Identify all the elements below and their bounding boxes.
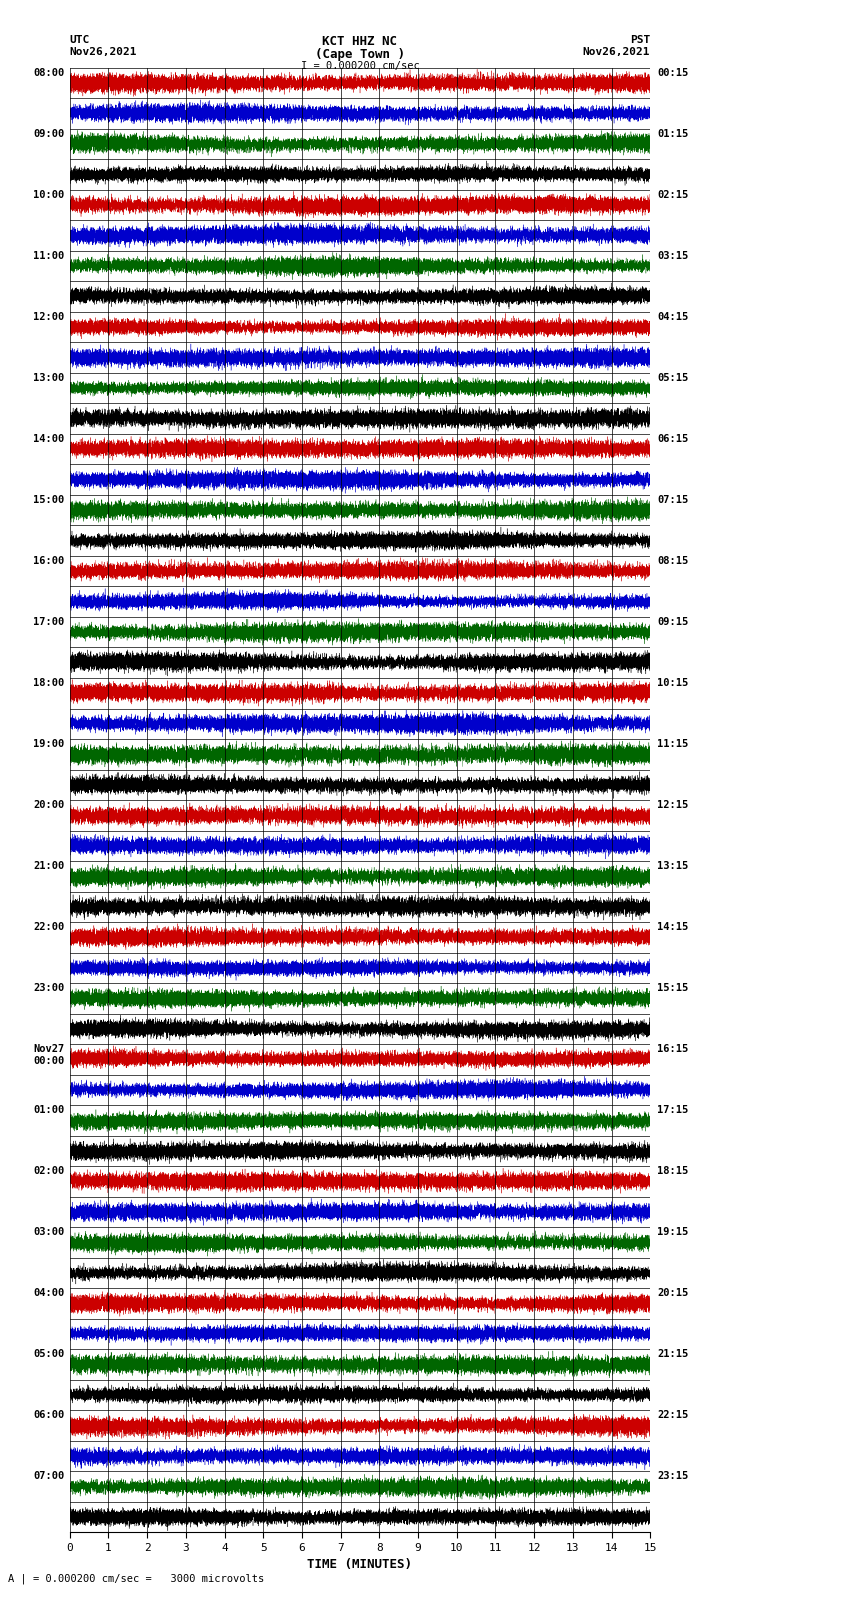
- Text: UTC: UTC: [70, 35, 90, 45]
- Text: 11:00: 11:00: [33, 252, 65, 261]
- Text: 05:15: 05:15: [657, 373, 689, 382]
- Text: 01:00: 01:00: [33, 1105, 65, 1115]
- Text: 06:00: 06:00: [33, 1410, 65, 1421]
- Text: 17:00: 17:00: [33, 618, 65, 627]
- Text: 15:15: 15:15: [657, 982, 689, 994]
- Text: 04:15: 04:15: [657, 311, 689, 323]
- Text: 21:00: 21:00: [33, 861, 65, 871]
- Text: 18:15: 18:15: [657, 1166, 689, 1176]
- Text: 23:15: 23:15: [657, 1471, 689, 1481]
- Text: Nov27
00:00: Nov27 00:00: [33, 1044, 65, 1066]
- Text: 12:15: 12:15: [657, 800, 689, 810]
- Text: 08:15: 08:15: [657, 556, 689, 566]
- Text: 12:00: 12:00: [33, 311, 65, 323]
- Text: A | = 0.000200 cm/sec =   3000 microvolts: A | = 0.000200 cm/sec = 3000 microvolts: [8, 1573, 264, 1584]
- Text: Nov26,2021: Nov26,2021: [583, 47, 650, 56]
- Text: 20:00: 20:00: [33, 800, 65, 810]
- X-axis label: TIME (MINUTES): TIME (MINUTES): [308, 1558, 412, 1571]
- Text: 07:15: 07:15: [657, 495, 689, 505]
- Text: 10:00: 10:00: [33, 190, 65, 200]
- Text: 17:15: 17:15: [657, 1105, 689, 1115]
- Text: 10:15: 10:15: [657, 677, 689, 689]
- Text: 06:15: 06:15: [657, 434, 689, 444]
- Text: 02:00: 02:00: [33, 1166, 65, 1176]
- Text: 05:00: 05:00: [33, 1348, 65, 1360]
- Text: 14:00: 14:00: [33, 434, 65, 444]
- Text: 03:15: 03:15: [657, 252, 689, 261]
- Text: 21:15: 21:15: [657, 1348, 689, 1360]
- Text: 18:00: 18:00: [33, 677, 65, 689]
- Text: 20:15: 20:15: [657, 1289, 689, 1298]
- Text: 19:00: 19:00: [33, 739, 65, 748]
- Text: 13:00: 13:00: [33, 373, 65, 382]
- Text: PST: PST: [630, 35, 650, 45]
- Text: 22:15: 22:15: [657, 1410, 689, 1421]
- Text: 14:15: 14:15: [657, 923, 689, 932]
- Text: 16:00: 16:00: [33, 556, 65, 566]
- Text: 03:00: 03:00: [33, 1227, 65, 1237]
- Text: 13:15: 13:15: [657, 861, 689, 871]
- Text: Nov26,2021: Nov26,2021: [70, 47, 137, 56]
- Text: (Cape Town ): (Cape Town ): [315, 48, 405, 61]
- Text: 19:15: 19:15: [657, 1227, 689, 1237]
- Text: KCT HHZ NC: KCT HHZ NC: [322, 35, 398, 48]
- Text: 11:15: 11:15: [657, 739, 689, 748]
- Text: 00:15: 00:15: [657, 68, 689, 77]
- Text: 02:15: 02:15: [657, 190, 689, 200]
- Text: 16:15: 16:15: [657, 1044, 689, 1055]
- Text: 23:00: 23:00: [33, 982, 65, 994]
- Text: 01:15: 01:15: [657, 129, 689, 139]
- Text: 09:15: 09:15: [657, 618, 689, 627]
- Text: I = 0.000200 cm/sec: I = 0.000200 cm/sec: [301, 61, 419, 71]
- Text: 07:00: 07:00: [33, 1471, 65, 1481]
- Text: 22:00: 22:00: [33, 923, 65, 932]
- Text: 08:00: 08:00: [33, 68, 65, 77]
- Text: 15:00: 15:00: [33, 495, 65, 505]
- Text: 04:00: 04:00: [33, 1289, 65, 1298]
- Text: 09:00: 09:00: [33, 129, 65, 139]
